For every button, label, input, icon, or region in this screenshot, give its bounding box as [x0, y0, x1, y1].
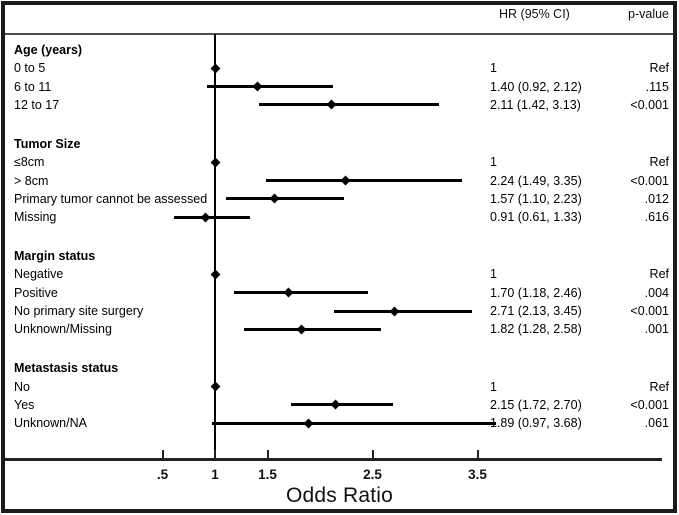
row-2-3-ci-line [244, 327, 381, 331]
row-0-2-p-value: <0.001 [630, 97, 669, 112]
row-0-2-label: 12 to 17 [14, 97, 60, 112]
row-0-2-point-marker [326, 99, 337, 110]
row-0-2-hr-value: 2.11 (1.42, 3.13) [490, 97, 581, 112]
row-3-1-p-value: <0.001 [630, 397, 669, 412]
row-0-2-ci-line [259, 103, 439, 107]
x-tick-1 [214, 450, 216, 459]
x-tick-label-1: 1 [211, 467, 219, 482]
row-0-0-point-marker [210, 63, 220, 74]
group-header-3: Metastasis status [14, 361, 119, 376]
row-1-0-hr-value: 1 [490, 155, 497, 170]
row-1-3-label: Missing [14, 210, 57, 225]
row-1-3-hr-value: 0.91 (0.61, 1.33) [490, 210, 582, 225]
row-0-0-label: 0 to 5 [14, 61, 46, 76]
row-2-2-ci-line [333, 309, 473, 313]
row-1-1-hr-value: 2.24 (1.49, 3.35) [490, 173, 582, 188]
row-2-2-hr-value: 2.71 (2.13, 3.45) [490, 304, 582, 318]
row-1-3-ci-line [174, 215, 250, 219]
row-3-2-p-value: .061 [644, 416, 669, 431]
x-tick-.5 [161, 450, 164, 459]
row-0-1-label: 6 to 11 [14, 79, 52, 94]
row-0-1-point-marker [252, 81, 262, 92]
x-tick-label-.5: .5 [156, 467, 169, 482]
header-separator-line [5, 33, 673, 35]
row-0-1-p-value: .115 [645, 79, 669, 94]
row-1-2-hr-value: 1.57 (1.10, 2.23) [490, 191, 582, 206]
reference-line-or1 [214, 34, 216, 458]
row-1-2-ci-line [225, 197, 345, 201]
row-1-1-ci-line [266, 179, 462, 182]
x-axis-line [5, 458, 662, 461]
row-2-0-label: Negative [14, 267, 64, 282]
row-1-2-p-value: .012 [644, 191, 669, 206]
row-0-0-p-value: Ref [649, 61, 669, 76]
x-tick-label-1.5: 1.5 [258, 467, 277, 482]
x-tick-1.5 [266, 450, 269, 459]
row-1-1-label: > 8cm [14, 173, 49, 188]
row-0-1-ci-line [206, 85, 333, 89]
x-tick-3.5 [476, 450, 479, 459]
hr-column-header: HR (95% CI) [499, 7, 570, 21]
row-1-2-label: Primary tumor cannot be assessed [14, 191, 208, 206]
row-2-3-p-value: .001 [644, 322, 669, 337]
row-2-3-point-marker [296, 324, 307, 335]
row-3-0-label: No [14, 379, 30, 394]
x-axis-title: Odds Ratio [285, 484, 394, 507]
row-1-3-point-marker [200, 212, 211, 223]
row-3-0-hr-value: 1 [490, 379, 497, 394]
row-3-2-label: Unknown/NA [14, 416, 87, 431]
row-3-2-hr-value: 1.89 (0.97, 3.68) [490, 416, 582, 431]
row-3-1-label: Yes [14, 397, 35, 412]
pvalue-column-header: p-value [628, 7, 669, 21]
row-1-1-p-value: <0.001 [630, 173, 669, 188]
row-1-1-point-marker [340, 175, 351, 186]
x-tick-2.5 [371, 450, 374, 459]
row-1-3-p-value: .616 [644, 210, 669, 225]
row-1-2-point-marker [269, 193, 280, 204]
row-3-1-hr-value: 2.15 (1.72, 2.70) [490, 397, 582, 412]
row-2-1-point-marker [283, 287, 294, 298]
group-header-0: Age (years) [14, 43, 83, 57]
row-2-3-hr-value: 1.82 (1.28, 2.58) [490, 322, 582, 337]
row-1-0-label: ≤8cm [14, 155, 45, 170]
row-3-1-point-marker [330, 399, 341, 410]
row-3-1-ci-line [290, 403, 394, 407]
row-3-0-point-marker [210, 381, 220, 392]
row-2-2-point-marker [389, 306, 400, 316]
x-tick-label-2.5: 2.5 [363, 467, 382, 482]
row-1-0-p-value: Ref [649, 155, 669, 170]
row-2-1-hr-value: 1.70 (1.18, 2.46) [490, 285, 582, 300]
row-0-0-hr-value: 1 [490, 61, 497, 76]
row-3-2-point-marker [303, 418, 314, 429]
row-2-0-hr-value: 1 [490, 267, 497, 282]
row-3-2-ci-line [211, 421, 497, 425]
group-header-2: Margin status [14, 249, 96, 264]
row-2-0-p-value: Ref [649, 267, 669, 282]
row-2-3-label: Unknown/Missing [14, 322, 112, 337]
row-2-1-label: Positive [14, 285, 58, 300]
row-0-1-hr-value: 1.40 (0.92, 2.12) [490, 79, 582, 94]
row-2-2-p-value: <0.001 [630, 304, 669, 318]
row-3-0-p-value: Ref [649, 379, 669, 394]
row-1-0-point-marker [210, 157, 220, 168]
group-header-1: Tumor Size [14, 136, 81, 151]
x-tick-label-3.5: 3.5 [468, 467, 487, 482]
row-2-1-ci-line [233, 291, 369, 295]
row-2-1-p-value: .004 [644, 285, 669, 300]
row-2-0-point-marker [210, 269, 220, 280]
row-2-2-label: No primary site surgery [14, 304, 144, 318]
